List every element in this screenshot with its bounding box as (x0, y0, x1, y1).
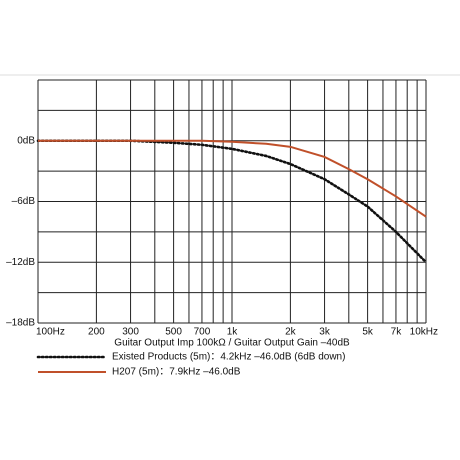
x-tick-label: 10kHz (410, 327, 438, 338)
x-tick-label: 5k (362, 327, 374, 338)
legend-label: Existed Products (5m)：4.2kHz –46.0dB (6d… (112, 352, 345, 363)
x-tick-label: 300 (122, 327, 139, 338)
x-tick-label: 2k (285, 327, 297, 338)
legend-label: H207 (5m)：7.9kHz –46.0dB (112, 367, 241, 378)
series-line (38, 139, 427, 218)
x-axis-label: Guitar Output Imp 100kΩ / Guitar Output … (114, 338, 350, 349)
x-tick-label: 7k (391, 327, 403, 338)
x-tick-label: 200 (88, 327, 105, 338)
y-tick-label: –18dB (6, 318, 35, 329)
y-tick-label: –12dB (6, 257, 35, 268)
y-tick-label: 0dB (17, 135, 35, 146)
x-tick-label: 1k (227, 327, 239, 338)
y-tick-label: –6dB (12, 196, 36, 207)
x-tick-label: 500 (165, 327, 182, 338)
x-tick-label: 700 (194, 327, 211, 338)
x-tick-label: 100Hz (36, 327, 65, 338)
x-tick-label: 3k (319, 327, 331, 338)
